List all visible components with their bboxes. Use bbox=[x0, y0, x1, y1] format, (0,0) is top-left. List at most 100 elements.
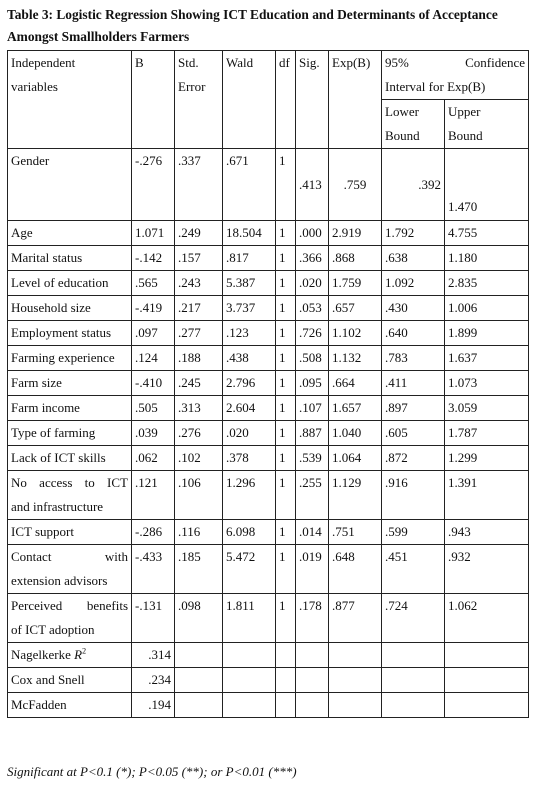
cell-df: 1 bbox=[275, 445, 296, 471]
cell-sig: .107 bbox=[295, 395, 329, 421]
fit-label-superscript: 2 bbox=[82, 646, 87, 656]
cell-exp-b: 1.064 bbox=[328, 445, 382, 471]
cell-lower: .430 bbox=[381, 295, 445, 321]
header-row: Independent variables B Std. Error Wald … bbox=[7, 50, 530, 149]
cell-exp-b: 1.040 bbox=[328, 420, 382, 446]
variable-line: Lack of ICT skills bbox=[11, 450, 106, 465]
table-caption: Table 3: Logistic Regression Showing ICT… bbox=[7, 4, 529, 48]
cell-variable: Type of farming bbox=[7, 420, 132, 446]
cell-wald: 5.472 bbox=[222, 544, 276, 594]
ci-head-line1: 95% Confidence bbox=[385, 52, 525, 76]
cell-lower: .411 bbox=[381, 370, 445, 396]
cell-variable: Employment status bbox=[7, 320, 132, 346]
cell-sig: .366 bbox=[295, 245, 329, 271]
cell-sig: .020 bbox=[295, 270, 329, 296]
empty-cell bbox=[443, 642, 530, 668]
empty-cell bbox=[222, 642, 276, 668]
fit-value: .314 bbox=[131, 642, 175, 668]
cell-variable: Contact with extension advisors bbox=[7, 544, 132, 594]
fit-label-text: Cox and Snell bbox=[11, 672, 85, 687]
cell-df: 1 bbox=[275, 544, 296, 594]
header-std-error: Std. Error bbox=[174, 50, 223, 149]
cell-sig: .255 bbox=[295, 470, 329, 520]
cell-b: .124 bbox=[131, 345, 175, 371]
cell-variable: Gender bbox=[7, 148, 132, 221]
variable-line: Marital status bbox=[11, 250, 83, 265]
cell-wald: 1.296 bbox=[222, 470, 276, 520]
cell-lower: .451 bbox=[381, 544, 445, 594]
cell-b: -.419 bbox=[131, 295, 175, 321]
header-upper-line2: Bound bbox=[448, 128, 483, 143]
cell-variable: No access to ICT and infrastructure bbox=[7, 470, 132, 520]
empty-cell bbox=[381, 667, 445, 693]
ci-head-line2: Interval for Exp(B) bbox=[385, 79, 486, 94]
header-wald: Wald bbox=[222, 50, 276, 149]
table-row-gender: Gender -.276 .337 .671 1 .413 .759 .392 … bbox=[7, 148, 530, 221]
table-row: Type of farming .039.276.020 1.887 1.040.60… bbox=[7, 420, 530, 446]
cell-df: 1 bbox=[275, 220, 296, 246]
table-row: Farm income .505.313 2.604 1.107 1.657.897 3.… bbox=[7, 395, 530, 421]
cell-std-error: .245 bbox=[174, 370, 223, 396]
cell-lower: .605 bbox=[381, 420, 445, 446]
table-row: Contact with extension advisors -.433.185 5… bbox=[7, 544, 530, 594]
caption-line-2: Amongst Smallholders Farmers bbox=[7, 29, 190, 44]
table-row: Level of education .565.243 5.387 1.020 1.75… bbox=[7, 270, 530, 296]
cell-df: 1 bbox=[275, 593, 296, 643]
regression-table: Independent variables B Std. Error Wald … bbox=[7, 50, 530, 718]
header-variables-line1: Independent bbox=[11, 55, 76, 70]
fit-row: Nagelkerke R2.314 bbox=[7, 642, 530, 668]
cell-sig: .014 bbox=[295, 519, 329, 545]
fit-label-text: McFadden bbox=[11, 697, 67, 712]
cell-df: 1 bbox=[275, 320, 296, 346]
cell-lower: .916 bbox=[381, 470, 445, 520]
cell-upper: 1.299 bbox=[443, 445, 530, 471]
variable-line: Contact with bbox=[11, 549, 128, 564]
empty-cell bbox=[275, 642, 296, 668]
cell-b: .565 bbox=[131, 270, 175, 296]
empty-cell bbox=[295, 692, 329, 718]
table-row: Perceived benefits of ICT adoption -.131.0… bbox=[7, 593, 530, 643]
ci-head-left: 95% bbox=[385, 55, 409, 70]
empty-cell bbox=[381, 692, 445, 718]
empty-cell bbox=[328, 642, 382, 668]
table-row: Farming experience .124.188.438 1.508 1.132… bbox=[7, 345, 530, 371]
header-upper-bound: Upper Bound bbox=[443, 99, 530, 149]
cell-upper: 1.899 bbox=[443, 320, 530, 346]
cell-b: -.131 bbox=[131, 593, 175, 643]
empty-cell bbox=[295, 667, 329, 693]
cell-std-error: .313 bbox=[174, 395, 223, 421]
header-lower-line1: Lower bbox=[385, 104, 419, 119]
cell-exp-b: 1.759 bbox=[328, 270, 382, 296]
cell-b: -.276 bbox=[131, 148, 175, 221]
empty-cell bbox=[174, 642, 223, 668]
cell-variable: Farm income bbox=[7, 395, 132, 421]
cell-exp-b: .648 bbox=[328, 544, 382, 594]
fit-label: Nagelkerke R2 bbox=[7, 642, 132, 668]
cell-lower: 1.792 bbox=[381, 220, 445, 246]
fit-label: Cox and Snell bbox=[7, 667, 132, 693]
table-row: Lack of ICT skills .062.102.378 1.539 1.064… bbox=[7, 445, 530, 471]
table-row: Employment status .097.277.123 1.726 1.102.… bbox=[7, 320, 530, 346]
cell-b: .039 bbox=[131, 420, 175, 446]
cell-exp-b: 1.132 bbox=[328, 345, 382, 371]
cell-upper: 2.835 bbox=[443, 270, 530, 296]
cell-df: 1 bbox=[275, 395, 296, 421]
cell-df: 1 bbox=[275, 470, 296, 520]
cell-upper: .932 bbox=[443, 544, 530, 594]
fit-row: McFadden .194 bbox=[7, 692, 530, 718]
cell-variable: ICT support bbox=[7, 519, 132, 545]
variable-line: Farming experience bbox=[11, 350, 115, 365]
cell-std-error: .116 bbox=[174, 519, 223, 545]
empty-cell bbox=[443, 692, 530, 718]
cell-lower: .599 bbox=[381, 519, 445, 545]
variable-line: ICT support bbox=[11, 524, 74, 539]
cell-df: 1 bbox=[275, 148, 296, 221]
cell-std-error: .217 bbox=[174, 295, 223, 321]
cell-upper: 1.787 bbox=[443, 420, 530, 446]
cell-wald: .438 bbox=[222, 345, 276, 371]
cell-exp-b: .751 bbox=[328, 519, 382, 545]
cell-wald: .020 bbox=[222, 420, 276, 446]
variable-line: Farm size bbox=[11, 375, 62, 390]
cell-exp-b: .657 bbox=[328, 295, 382, 321]
variable-line: Household size bbox=[11, 300, 91, 315]
